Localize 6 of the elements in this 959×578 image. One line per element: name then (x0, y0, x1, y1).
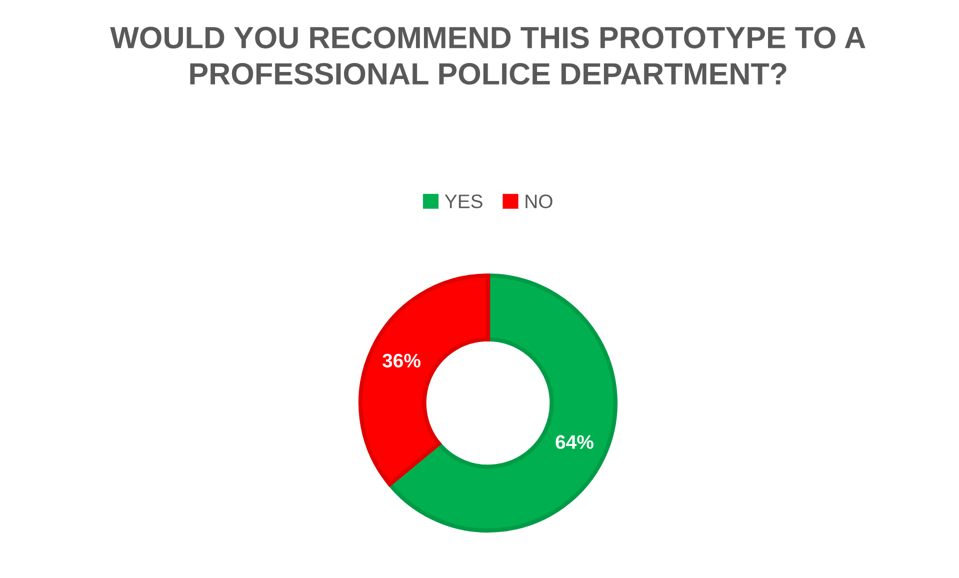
chart-title: WOULD YOU RECOMMEND THIS PROTOTYPE TO A PROFESSIONAL POLICE DEPARTMENT? (110, 26, 866, 85)
legend-label: YES (444, 194, 482, 208)
legend-label: NO (526, 194, 552, 208)
donut-slice (358, 273, 490, 486)
data-label: 36% (382, 354, 420, 368)
data-label: 64% (556, 435, 594, 449)
